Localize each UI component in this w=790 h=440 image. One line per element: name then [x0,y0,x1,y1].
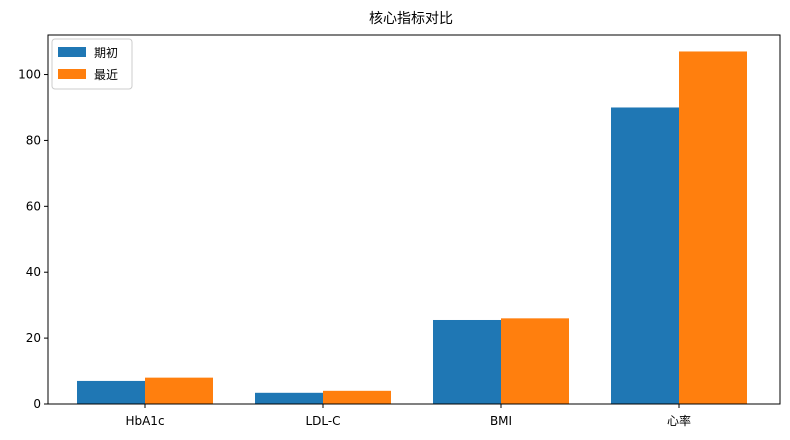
y-tick-label: 80 [26,133,41,147]
legend-swatch-期初 [58,47,86,57]
legend-label-最近: 最近 [94,68,118,82]
x-tick-label: 心率 [667,413,691,428]
chart-title: 核心指标对比 [369,11,453,27]
bar-BMI-期初 [433,319,501,404]
axes-layer: HbA1c LDL-C BMI 心率 0 20 40 60 80 100 [18,34,781,428]
legend-box [51,38,133,90]
bar-HbA1c-期初 [77,380,145,404]
bar-HbA1c-最近 [145,377,213,404]
y-tick-label: 40 [26,265,41,279]
legend-swatch-最近 [58,69,86,79]
y-tick-label: 0 [33,397,41,411]
bars-layer [77,51,747,405]
y-tick-label: 60 [26,199,41,213]
plot-frame [47,34,781,405]
bar-LDL-C-最近 [323,390,391,404]
x-tick-label: BMI [490,414,512,428]
bar-心率-最近 [679,51,747,405]
y-tick-label: 20 [26,331,41,345]
y-tick-label: 100 [18,68,41,82]
bar-BMI-最近 [501,318,569,404]
legend-label-期初: 期初 [94,46,118,60]
x-tick-label: HbA1c [125,414,164,428]
x-tick-label: LDL-C [305,414,340,428]
bar-LDL-C-期初 [255,392,323,404]
bar-心率-期初 [611,107,679,404]
